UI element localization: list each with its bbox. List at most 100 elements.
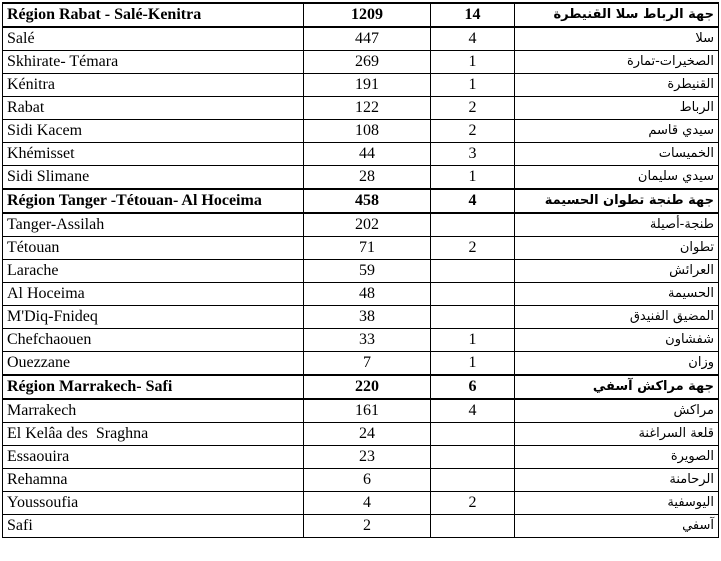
count-cell: 23 — [303, 445, 431, 469]
count2-cell: 4 — [430, 26, 515, 51]
arabic-cell: سيدي سليمان — [514, 165, 719, 190]
city-row: Khémisset 44 3 الخميسات — [2, 142, 719, 166]
name-cell: Marrakech — [2, 398, 304, 423]
arabic-cell: جهة مراكش آسفي — [514, 374, 719, 400]
name-cell: Région Tanger -Tétouan- Al Hoceima — [2, 188, 304, 214]
city-row: Al Hoceima 48 الحسيمة — [2, 282, 719, 306]
count2-cell: 3 — [430, 142, 515, 166]
count-cell: 2 — [303, 514, 431, 538]
count2-cell: 1 — [430, 351, 515, 376]
name-cell: Sidi Slimane — [2, 165, 304, 190]
region-row: Région Rabat - Salé-Kenitra 1209 14 جهة الر… — [2, 2, 719, 28]
name-cell: Essaouira — [2, 445, 304, 469]
count-cell: 202 — [303, 212, 431, 237]
count-cell: 38 — [303, 305, 431, 329]
name-cell: Région Marrakech- Safi — [2, 374, 304, 400]
count2-cell — [430, 259, 515, 283]
count-cell: 191 — [303, 73, 431, 97]
city-row: Tétouan 71 2 تطوان — [2, 236, 719, 260]
count-cell: 24 — [303, 422, 431, 446]
count-cell: 220 — [303, 374, 431, 400]
count2-cell — [430, 212, 515, 237]
city-row: Safi 2 آسفي — [2, 514, 719, 538]
name-cell: Chefchaouen — [2, 328, 304, 352]
name-cell: Kénitra — [2, 73, 304, 97]
city-row: Marrakech 161 4 مراكش — [2, 398, 719, 423]
count-cell: 458 — [303, 188, 431, 214]
count-cell: 122 — [303, 96, 431, 120]
count2-cell — [430, 468, 515, 492]
table-body: Région Rabat - Salé-Kenitra 1209 14 جهة الر… — [2, 2, 719, 538]
region-table: Région Rabat - Salé-Kenitra 1209 14 جهة الر… — [2, 2, 719, 538]
city-row: Rabat 122 2 الرباط — [2, 96, 719, 120]
arabic-cell: الخميسات — [514, 142, 719, 166]
count2-cell — [430, 305, 515, 329]
city-row: Sidi Slimane 28 1 سيدي سليمان — [2, 165, 719, 190]
count-cell: 28 — [303, 165, 431, 190]
count-cell: 447 — [303, 26, 431, 51]
city-row: Skhirate- Témara 269 1 الصخيرات-تمارة — [2, 50, 719, 74]
name-cell: Tétouan — [2, 236, 304, 260]
count2-cell: 1 — [430, 165, 515, 190]
count-cell: 71 — [303, 236, 431, 260]
name-cell: Youssoufia — [2, 491, 304, 515]
name-cell: Skhirate- Témara — [2, 50, 304, 74]
arabic-cell: الرباط — [514, 96, 719, 120]
count2-cell: 2 — [430, 236, 515, 260]
count2-cell: 4 — [430, 188, 515, 214]
arabic-cell: الحسيمة — [514, 282, 719, 306]
arabic-cell: اليوسفية — [514, 491, 719, 515]
name-cell: Al Hoceima — [2, 282, 304, 306]
region-row: Région Marrakech- Safi 220 6 جهة مراكش آسفي — [2, 374, 719, 400]
city-row: Essaouira 23 الصويرة — [2, 445, 719, 469]
city-row: M'Diq-Fnideq 38 المضيق الفنيدق — [2, 305, 719, 329]
arabic-cell: القنيطرة — [514, 73, 719, 97]
name-cell: Ouezzane — [2, 351, 304, 376]
count2-cell: 14 — [430, 2, 515, 28]
arabic-cell: وزان — [514, 351, 719, 376]
name-cell: M'Diq-Fnideq — [2, 305, 304, 329]
count2-cell: 2 — [430, 491, 515, 515]
city-row: Youssoufia 4 2 اليوسفية — [2, 491, 719, 515]
count-cell: 1209 — [303, 2, 431, 28]
count-cell: 108 — [303, 119, 431, 143]
name-cell: Safi — [2, 514, 304, 538]
city-row: Rehamna 6 الرحامنة — [2, 468, 719, 492]
arabic-cell: قلعة السراغنة — [514, 422, 719, 446]
arabic-cell: سلا — [514, 26, 719, 51]
arabic-cell: طنجة-أصيلة — [514, 212, 719, 237]
count-cell: 59 — [303, 259, 431, 283]
count2-cell: 2 — [430, 96, 515, 120]
name-cell: Rabat — [2, 96, 304, 120]
city-row: Chefchaouen 33 1 شفشاون — [2, 328, 719, 352]
count2-cell: 4 — [430, 398, 515, 423]
count-cell: 7 — [303, 351, 431, 376]
count-cell: 4 — [303, 491, 431, 515]
name-cell: Khémisset — [2, 142, 304, 166]
arabic-cell: تطوان — [514, 236, 719, 260]
city-row: Kénitra 191 1 القنيطرة — [2, 73, 719, 97]
city-row: Larache 59 العرائش — [2, 259, 719, 283]
count2-cell: 1 — [430, 328, 515, 352]
count2-cell: 1 — [430, 73, 515, 97]
arabic-cell: الرحامنة — [514, 468, 719, 492]
arabic-cell: المضيق الفنيدق — [514, 305, 719, 329]
name-cell: El Kelâa des Sraghna — [2, 422, 304, 446]
count-cell: 48 — [303, 282, 431, 306]
city-row: Tanger-Assilah 202 طنجة-أصيلة — [2, 212, 719, 237]
arabic-cell: مراكش — [514, 398, 719, 423]
arabic-cell: الصويرة — [514, 445, 719, 469]
count-cell: 6 — [303, 468, 431, 492]
city-row: El Kelâa des Sraghna 24 قلعة السراغنة — [2, 422, 719, 446]
count-cell: 269 — [303, 50, 431, 74]
region-row: Région Tanger -Tétouan- Al Hoceima 458 4 جه… — [2, 188, 719, 214]
count2-cell — [430, 282, 515, 306]
name-cell: Région Rabat - Salé-Kenitra — [2, 2, 304, 28]
count-cell: 33 — [303, 328, 431, 352]
name-cell: Sidi Kacem — [2, 119, 304, 143]
name-cell: Rehamna — [2, 468, 304, 492]
arabic-cell: آسفي — [514, 514, 719, 538]
count2-cell — [430, 445, 515, 469]
count2-cell: 1 — [430, 50, 515, 74]
